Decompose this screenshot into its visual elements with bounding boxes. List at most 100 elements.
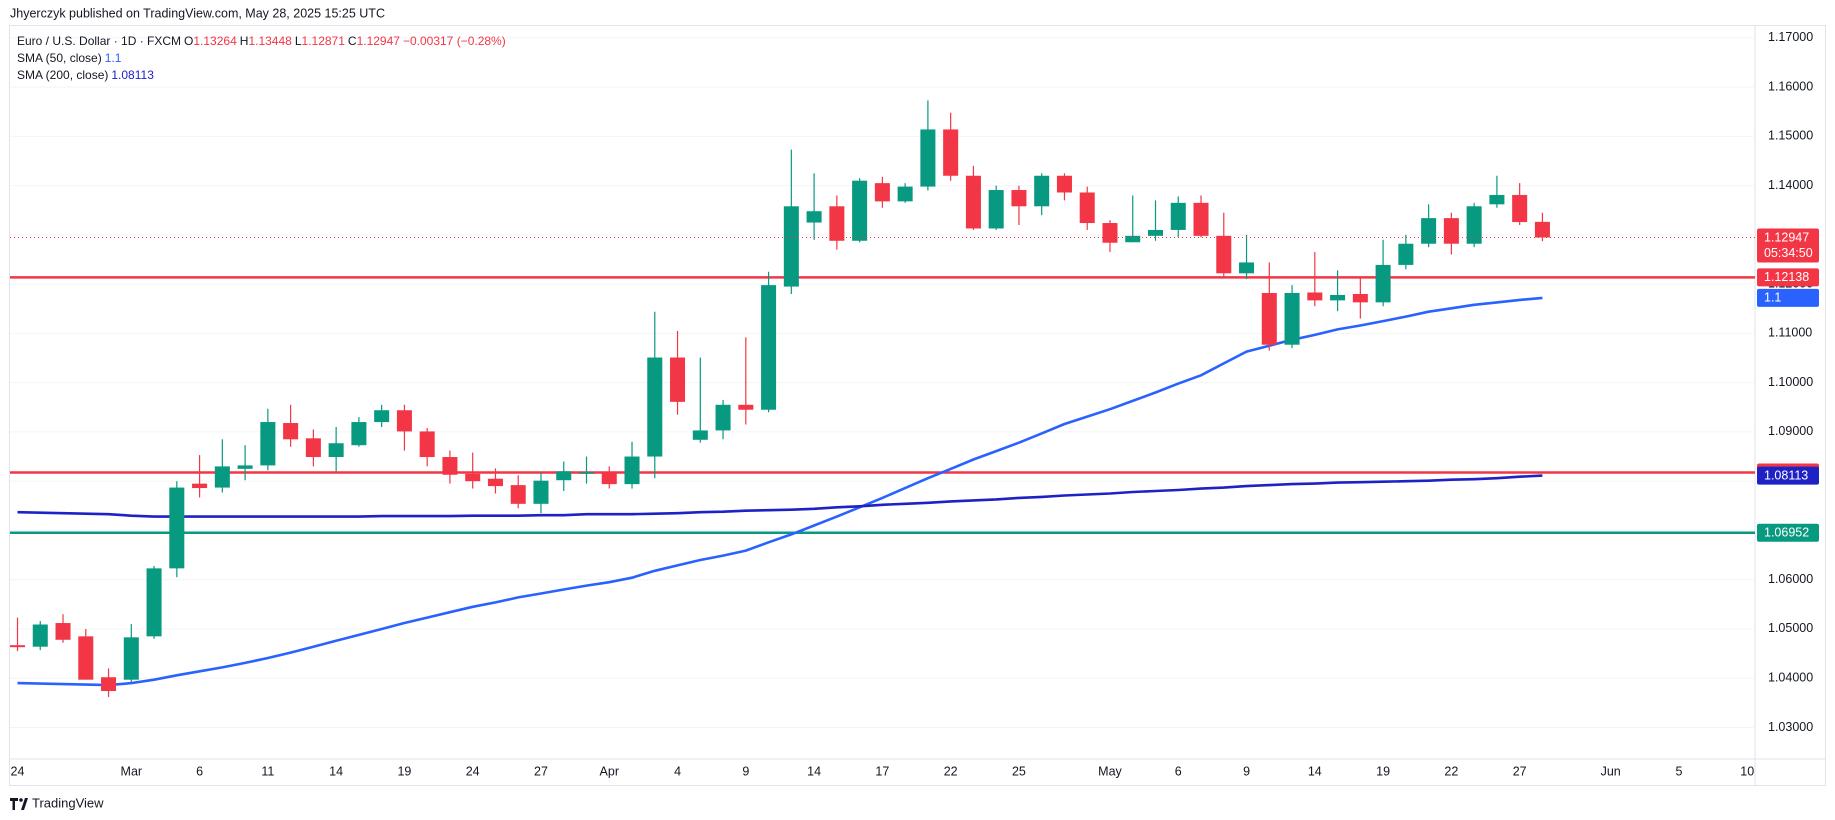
x-tick-label: 25 (1012, 764, 1026, 778)
candle-body (692, 430, 708, 440)
candle-body (487, 478, 503, 487)
candle-body (874, 183, 890, 202)
candle-body (578, 472, 595, 474)
candle-body (123, 637, 139, 680)
candle-body (852, 180, 868, 241)
x-tick-label: 14 (1308, 764, 1322, 778)
brand-name: TradingView (32, 795, 104, 810)
x-tick-label: 22 (944, 764, 958, 778)
plot-area (10, 100, 1755, 697)
candle-body (806, 211, 822, 223)
candle-body (1034, 175, 1050, 207)
y-tick-label: 1.05000 (1768, 621, 1813, 635)
candle-body (328, 443, 344, 458)
candle-body (419, 431, 435, 458)
x-tick-label: Mar (121, 764, 143, 778)
candle-body (1216, 235, 1232, 274)
candle-body (670, 357, 686, 402)
x-tick-label: 24 (11, 764, 25, 778)
x-tick-label: 27 (1513, 764, 1527, 778)
publish-info: Jhyerczyk published on TradingView.com, … (10, 6, 385, 20)
y-tick-label: 1.15000 (1768, 129, 1813, 143)
candle-body (943, 129, 959, 176)
last-price-tag: 1.12947 (1764, 230, 1809, 244)
last-price-tag-bg (1757, 228, 1819, 263)
x-tick-label: 22 (1444, 764, 1458, 778)
candle-body (396, 410, 412, 432)
candle-body (169, 487, 185, 569)
x-tick-label: 19 (397, 764, 411, 778)
brand-logo (10, 798, 28, 810)
level-tag-bg (1757, 268, 1819, 287)
ohlc-value: 1.12947 (356, 34, 400, 48)
candle-body (374, 410, 390, 423)
ohlc-label: C (347, 34, 357, 48)
sma-legend: SMA (50, close) 1.1 (17, 50, 124, 66)
x-tick-label: Apr (600, 764, 619, 778)
candle-body (78, 636, 94, 680)
symbol-legend: Euro / U.S. Dollar · 1D · FXCM O1.13264 H1… (17, 33, 509, 49)
chart-border (9, 25, 1826, 786)
x-tick-label: 17 (875, 764, 889, 778)
candle-body (920, 129, 936, 187)
x-tick-label: 4 (674, 764, 681, 778)
sma-value: 1.08113 (111, 68, 154, 82)
sma-name: SMA (200, close) (17, 68, 109, 82)
candle-body (1011, 190, 1027, 207)
x-tick-label: 9 (1243, 764, 1250, 778)
sma-tag-bg (1757, 466, 1819, 485)
sma-tag: 1.1 (1764, 291, 1781, 305)
ohlc-label: L (294, 34, 302, 48)
candle-body (624, 456, 640, 485)
sma-tag-bg (1757, 288, 1819, 307)
candle-body (556, 471, 572, 481)
candle-body (1307, 292, 1323, 301)
ohlc-value: 1.13264 (193, 34, 237, 48)
level-tag: 1.12138 (1764, 270, 1809, 284)
candle-body (32, 624, 48, 647)
candle-body (965, 175, 981, 229)
candle-body (829, 206, 845, 241)
candle-body (101, 677, 117, 692)
candle-body (146, 568, 162, 637)
candle-body (1125, 235, 1141, 243)
candle-body (1352, 293, 1368, 303)
x-tick-label: 5 (1676, 764, 1683, 778)
candle-body (1079, 192, 1095, 224)
symbol: Euro / U.S. Dollar · 1D · FXCM (17, 34, 182, 48)
candle-body (237, 465, 253, 469)
x-tick-label: 14 (807, 764, 821, 778)
candle-body (1056, 175, 1072, 193)
ohlc-value: 1.12871 (301, 34, 345, 48)
sma-name: SMA (50, close) (17, 51, 102, 65)
candle-body (1147, 229, 1164, 236)
candle-body (1261, 292, 1277, 345)
candle-body (601, 472, 617, 485)
candle-body (1466, 206, 1482, 244)
sma-line (17, 296, 1543, 687)
countdown: 05:34:50 (1764, 246, 1813, 260)
ohlc-value: 1.13448 (248, 34, 292, 48)
x-tick-label: 11 (261, 764, 274, 778)
y-tick-label: 1.11000 (1768, 326, 1812, 340)
sma-line (17, 474, 1543, 518)
candle-body (1421, 218, 1437, 244)
x-tick-label: 19 (1376, 764, 1390, 778)
x-tick-label: 6 (196, 764, 203, 778)
y-tick-label: 1.09000 (1768, 424, 1813, 438)
x-tick-label: 24 (466, 764, 480, 778)
y-tick-label: 1.14000 (1768, 178, 1813, 192)
change: −0.00317 (−0.28%) (402, 34, 506, 48)
candle-body (1489, 194, 1505, 205)
sma-tag: 1.08113 (1764, 468, 1808, 482)
candle-body (1443, 218, 1459, 244)
candle-body (738, 404, 754, 410)
candle-body (510, 485, 526, 504)
candle-body (761, 285, 777, 410)
candle-body (897, 186, 913, 202)
x-tick-label: 14 (329, 764, 343, 778)
sma-legend: SMA (200, close) 1.08113 (17, 67, 157, 83)
candle-body (465, 473, 481, 482)
candle-body (214, 466, 230, 488)
